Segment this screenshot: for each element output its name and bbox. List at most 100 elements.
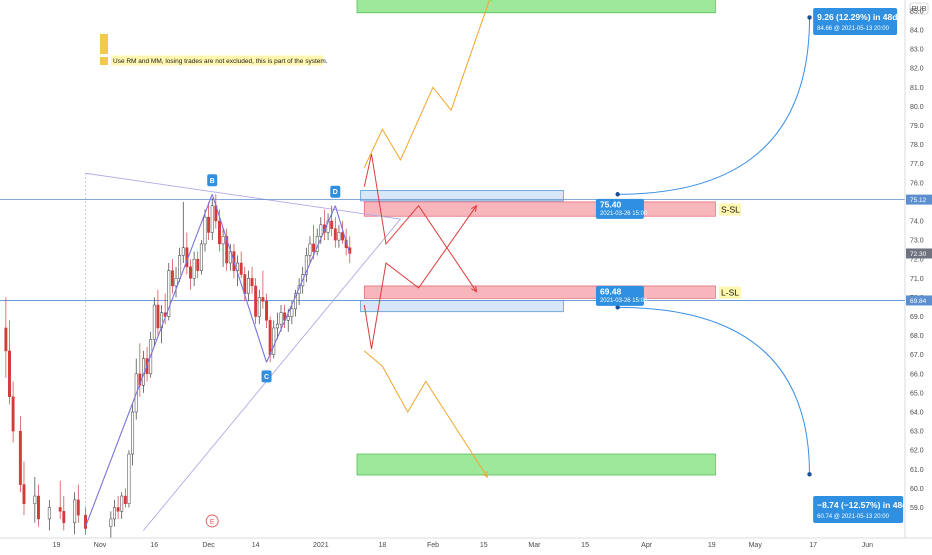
candle-body bbox=[76, 499, 80, 516]
candle-body bbox=[319, 224, 323, 237]
orange-scenario-path bbox=[363, 350, 488, 478]
projection-curve-up bbox=[617, 17, 811, 195]
info-box-main-text: 69.48 bbox=[600, 286, 622, 296]
zone-lower-target bbox=[356, 453, 716, 476]
x-tick-label: 19 bbox=[53, 542, 61, 549]
candle-body bbox=[123, 495, 127, 504]
candle-body bbox=[286, 316, 290, 321]
zone-upper-target bbox=[356, 0, 716, 14]
candle-body bbox=[312, 243, 316, 252]
info-box-main-text: −8.74 (−12.57%) in 48d 5h bbox=[817, 500, 920, 510]
x-tick-label: 16 bbox=[150, 542, 158, 549]
candle-body bbox=[250, 278, 254, 287]
candle-body bbox=[174, 278, 178, 287]
info-box-sub-text: 60.74 @ 2021-05-13 20:00 bbox=[817, 514, 889, 520]
note-text: Use RM and MM, losing trades are not exc… bbox=[113, 58, 328, 65]
currency-label: RUB bbox=[912, 6, 927, 13]
candle-body bbox=[84, 514, 87, 529]
red-scenario-path-arrowhead bbox=[471, 285, 478, 293]
x-tick-label: 15 bbox=[480, 542, 488, 549]
candle-body bbox=[225, 236, 229, 264]
info-box-main-text: 9.26 (12.29%) in 48d 5h bbox=[817, 12, 910, 22]
candle-body bbox=[341, 232, 344, 241]
candle-body bbox=[207, 216, 211, 233]
y-tick-label: 74.0 bbox=[910, 219, 924, 226]
candle-body bbox=[196, 258, 200, 271]
y-tick-label: 78.0 bbox=[910, 142, 924, 149]
hlines-layer bbox=[0, 199, 905, 301]
candle-body bbox=[199, 243, 203, 271]
candle-body bbox=[221, 236, 225, 245]
info-box-sub-text: 84.66 @ 2021-05-13 20:00 bbox=[817, 26, 889, 32]
price-tag bbox=[906, 194, 932, 205]
candle-body bbox=[265, 300, 268, 321]
projection-start-dot bbox=[615, 192, 620, 197]
candle-body bbox=[246, 278, 250, 294]
x-tick-label: Jun bbox=[862, 542, 873, 549]
candle-body bbox=[127, 453, 131, 504]
wave-line bbox=[334, 205, 351, 254]
wave-line bbox=[211, 194, 268, 363]
x-tick-label: Dec bbox=[202, 542, 215, 549]
candle-body bbox=[62, 511, 66, 524]
candle-body bbox=[203, 216, 207, 245]
candle-body bbox=[330, 220, 334, 229]
candle-body bbox=[189, 266, 192, 279]
y-tick-label: 85.0 bbox=[910, 8, 924, 15]
x-tick-label: 17 bbox=[809, 542, 817, 549]
y-tick-label: 66.0 bbox=[910, 371, 924, 378]
candle-body bbox=[333, 228, 337, 241]
event-marker[interactable] bbox=[205, 514, 219, 528]
y-tick-label: 79.0 bbox=[910, 123, 924, 130]
currency-badge[interactable] bbox=[909, 2, 929, 15]
projection-start-dot bbox=[615, 305, 620, 310]
y-tick-label: 72.0 bbox=[910, 257, 924, 264]
note-marker bbox=[100, 34, 108, 54]
zone-lower-red bbox=[363, 285, 716, 299]
x-tick-label: Feb bbox=[427, 542, 439, 549]
wave-point-badge bbox=[261, 370, 272, 383]
triangle-lower-line bbox=[143, 218, 401, 531]
candle-body bbox=[33, 495, 37, 504]
orange-scenario-path-arrowhead bbox=[481, 470, 488, 478]
candle-body bbox=[275, 323, 279, 329]
x-tick-label: 14 bbox=[252, 542, 260, 549]
candle-body bbox=[239, 262, 243, 275]
candle-body bbox=[37, 495, 40, 520]
candle-body bbox=[116, 507, 120, 512]
wave-point-label: B bbox=[210, 178, 215, 185]
projection-end-dot bbox=[807, 472, 812, 477]
info-box-sub-text: 2021-03-26 15:00 bbox=[600, 211, 648, 217]
x-tick-label: 2021 bbox=[313, 542, 329, 549]
candle-body bbox=[152, 304, 156, 340]
candle-body bbox=[18, 430, 22, 485]
y-tick-label: 71.0 bbox=[910, 276, 924, 283]
info-box-upper-entry bbox=[595, 198, 644, 219]
x-tick-label: 18 bbox=[378, 542, 386, 549]
candle-body bbox=[279, 312, 283, 325]
price-tag bbox=[906, 295, 932, 306]
projection-end-dot bbox=[807, 15, 812, 20]
candle-body bbox=[272, 327, 276, 355]
candle-body bbox=[113, 507, 116, 520]
y-tick-label: 61.0 bbox=[910, 467, 924, 474]
candle-body bbox=[131, 411, 135, 455]
y-tick-label: 80.0 bbox=[910, 104, 924, 111]
wave-point-label: C bbox=[264, 374, 269, 381]
candle-body bbox=[218, 220, 221, 245]
red-scenario-path bbox=[363, 153, 477, 292]
y-tick-label: 69.0 bbox=[910, 314, 924, 321]
candle-body bbox=[192, 258, 196, 279]
candle-body bbox=[73, 499, 77, 524]
triangle-upper-line bbox=[85, 172, 401, 220]
candle-body bbox=[268, 320, 272, 355]
y-tick-label: 65.0 bbox=[910, 390, 924, 397]
candle-body bbox=[210, 205, 214, 233]
sl-label: L-SL bbox=[721, 288, 739, 298]
y-tick-label: 81.0 bbox=[910, 85, 924, 92]
wave-point-badge bbox=[330, 185, 341, 198]
y-tick-label: 84.0 bbox=[910, 28, 924, 35]
x-tick-label: Apr bbox=[641, 542, 653, 549]
